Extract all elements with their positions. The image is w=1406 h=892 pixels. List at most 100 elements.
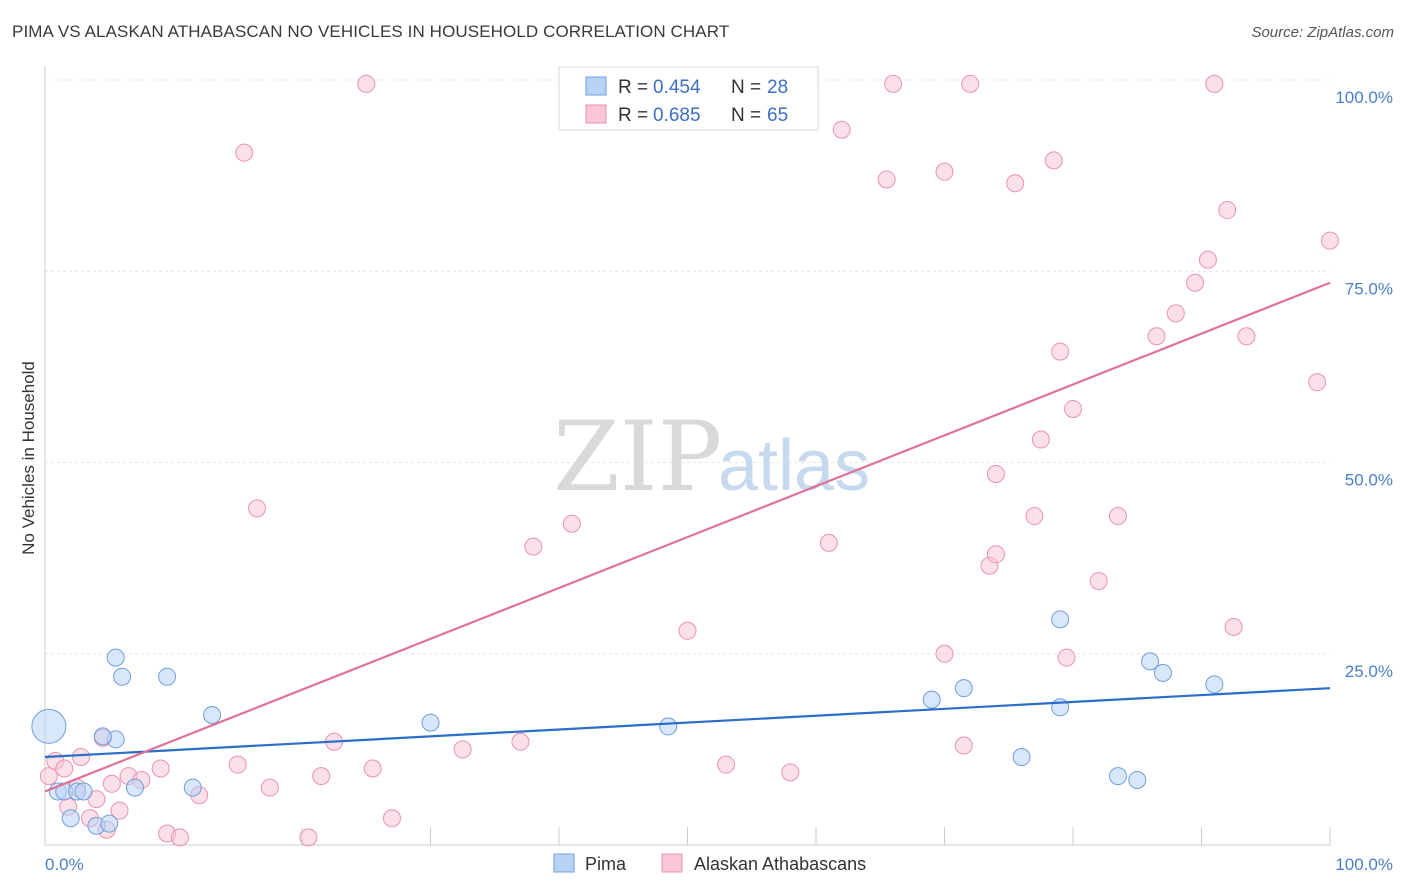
alaskan-point [1205, 74, 1224, 93]
pima-point [922, 690, 941, 709]
pima-point [183, 778, 202, 797]
watermark-zip: ZIP [553, 401, 722, 513]
pima-point [100, 814, 119, 833]
alaskan-point [884, 74, 903, 93]
alaskan-trend-line [44, 281, 1331, 793]
alaskan-point [235, 143, 254, 162]
x-tick-label: 100.0% [1335, 855, 1393, 874]
alaskan-point [511, 732, 530, 751]
alaskan-point [1186, 273, 1205, 292]
pima-point [61, 809, 80, 828]
series-pima-points [31, 610, 1224, 835]
alaskan-point [986, 545, 1005, 564]
alaskan-point [1051, 342, 1070, 361]
alaskan-point [781, 763, 800, 782]
alaskan-point [935, 644, 954, 663]
alaskan-point [524, 537, 543, 556]
watermark-atlas: atlas [718, 426, 870, 506]
pima-point [954, 679, 973, 698]
alaskan-point [312, 767, 331, 786]
alaskan-point [1198, 250, 1217, 269]
pima-point [113, 667, 132, 686]
alaskan-point [299, 828, 318, 847]
alaskan-point [1031, 430, 1050, 449]
pima-point [31, 708, 67, 744]
alaskan-point [562, 514, 581, 533]
pima-point [203, 705, 222, 724]
series-alaskan-points [39, 74, 1339, 847]
legend-n-label-pima: N = [731, 77, 761, 98]
y-tick-label: 25.0% [1345, 662, 1393, 681]
bottom-legend-label-pima: Pima [585, 854, 627, 874]
alaskan-point [717, 755, 736, 774]
alaskan-point [832, 120, 851, 139]
alaskan-point [1218, 201, 1237, 220]
bottom-legend-swatch-pima [553, 853, 575, 873]
pima-point [421, 713, 440, 732]
legend: R = 0.454 N = 28 R = 0.685 N = 65 [558, 66, 819, 131]
pima-point [1205, 675, 1224, 694]
legend-swatch-pima [585, 76, 607, 96]
trend-lines [44, 281, 1331, 793]
pima-point [158, 667, 177, 686]
alaskan-point [248, 499, 267, 518]
y-tick-label: 75.0% [1345, 279, 1393, 298]
alaskan-point [1308, 373, 1327, 392]
alaskan-point [1237, 327, 1256, 346]
alaskan-point [453, 740, 472, 759]
legend-r-value-pima: 0.454 [653, 77, 701, 98]
bottom-legend-label-alaskan: Alaskan Athabascans [694, 854, 866, 874]
alaskan-point [228, 755, 247, 774]
alaskan-point [1057, 648, 1076, 667]
pima-point [1141, 652, 1160, 671]
bottom-legend-swatch-alaskan [661, 853, 683, 873]
legend-n-value-pima: 28 [767, 77, 788, 98]
legend-r-label-alaskan: R = [618, 105, 648, 126]
pima-point [1051, 610, 1070, 629]
x-tick-label: 0.0% [45, 855, 84, 874]
watermark: ZIP atlas [553, 401, 870, 513]
pima-point [1108, 767, 1127, 786]
source-credit: Source: ZipAtlas.com [1251, 24, 1394, 41]
bottom-legend: Pima Alaskan Athabascans [553, 853, 866, 874]
pima-point [1012, 748, 1031, 767]
alaskan-point [170, 828, 189, 847]
alaskan-point [1044, 151, 1063, 170]
alaskan-point [1224, 617, 1243, 636]
alaskan-point [1108, 507, 1127, 526]
y-tick-labels: 25.0% 50.0% 75.0% 100.0% [1335, 88, 1393, 681]
alaskan-point [357, 74, 376, 93]
alaskan-point [1147, 327, 1166, 346]
alaskan-point [935, 162, 954, 181]
alaskan-point [877, 170, 896, 189]
alaskan-point [151, 759, 170, 778]
alaskan-point [1089, 572, 1108, 591]
legend-r-label-pima: R = [618, 77, 648, 98]
alaskan-point [55, 759, 74, 778]
alaskan-point [39, 767, 58, 786]
alaskan-point [986, 464, 1005, 483]
alaskan-point [1321, 231, 1339, 250]
y-tick-label: 100.0% [1335, 88, 1393, 107]
pima-point [106, 648, 125, 667]
legend-swatch-alaskan [585, 104, 607, 124]
alaskan-point [678, 621, 697, 640]
alaskan-point [819, 533, 838, 552]
y-axis-title: No Vehicles in Household [19, 361, 38, 555]
pima-point [1153, 663, 1172, 682]
alaskan-point [102, 774, 121, 793]
pima-point [74, 782, 93, 801]
legend-n-value-alaskan: 65 [767, 105, 788, 126]
legend-n-label-alaskan: N = [731, 105, 761, 126]
alaskan-point [1064, 399, 1082, 418]
pima-point [659, 717, 678, 736]
alaskan-point [363, 759, 382, 778]
alaskan-point [382, 809, 401, 828]
alaskan-point [961, 74, 980, 93]
x-tick-labels: 0.0% 100.0% [45, 855, 1393, 874]
alaskan-point [260, 778, 279, 797]
pima-point [125, 778, 144, 797]
alaskan-point [1166, 304, 1185, 323]
chart-title: PIMA VS ALASKAN ATHABASCAN NO VEHICLES I… [12, 22, 730, 41]
